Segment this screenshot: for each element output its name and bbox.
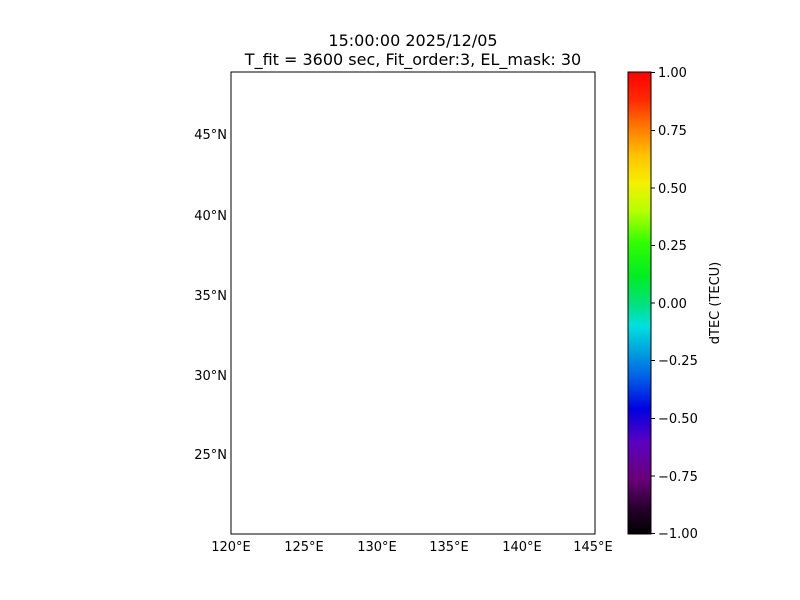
lon-label-125: 125°E [284, 540, 324, 555]
map-axes-background [231, 72, 595, 534]
colorbar-tick-0.00: 0.00 [658, 297, 687, 312]
lat-label-25: 25°N [194, 448, 227, 463]
lon-label-140: 140°E [502, 540, 542, 555]
colorbar-tick-0.25: 0.25 [658, 239, 687, 254]
colorbar-tick-1.00: 1.00 [658, 66, 687, 81]
lon-label-135: 135°E [429, 540, 469, 555]
colorbar-tick-0.50: 0.50 [658, 182, 687, 197]
lat-label-45: 45°N [194, 128, 227, 143]
colorbar-ticks [651, 72, 655, 534]
lat-label-30: 30°N [194, 369, 227, 384]
title-line-2: T_fit = 3600 sec, Fit_order:3, EL_mask: … [244, 50, 581, 70]
colorbar-tick-minus-1.00: −1.00 [658, 527, 698, 542]
colorbar [627, 71, 652, 535]
lat-label-35: 35°N [194, 289, 227, 304]
lon-label-145: 145°E [573, 540, 613, 555]
lat-label-40: 40°N [194, 209, 227, 224]
lon-label-130: 130°E [357, 540, 397, 555]
colorbar-label: dTEC (TECU) [708, 262, 723, 345]
colorbar-tick-minus-0.75: −0.75 [658, 470, 698, 485]
map-frame [230, 71, 596, 535]
colorbar-tick-0.75: 0.75 [658, 124, 687, 139]
lon-label-120: 120°E [211, 540, 251, 555]
colorbar-tick-minus-0.50: −0.50 [658, 412, 698, 427]
title-line-1: 15:00:00 2025/12/05 [328, 31, 497, 50]
colorbar-tick-minus-0.25: −0.25 [658, 354, 698, 369]
